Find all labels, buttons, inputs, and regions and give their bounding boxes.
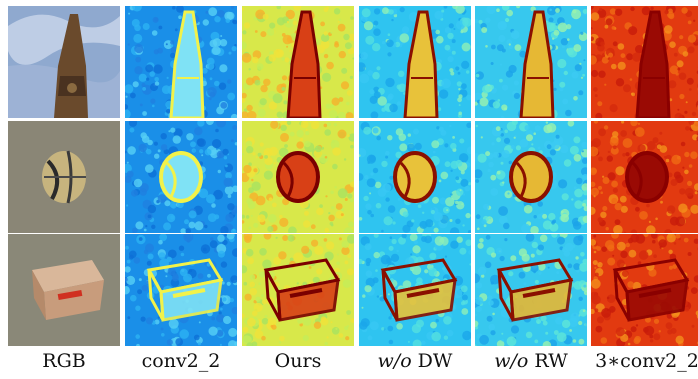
tile-image	[125, 234, 237, 346]
tile-tower-rgb	[8, 6, 120, 118]
tile-image	[475, 234, 587, 346]
tile-image	[591, 234, 698, 346]
tile-box-wodw	[359, 234, 471, 346]
tile-image	[8, 6, 120, 118]
tile-image	[125, 6, 237, 118]
tile-box-worw	[475, 234, 587, 346]
tile-ball-wodw	[359, 121, 471, 233]
tile-image	[591, 121, 698, 233]
tile-image	[359, 121, 471, 233]
column-label-rgb: RGB	[42, 350, 86, 372]
tile-tower-worw	[475, 6, 587, 118]
tile-ball-rgb	[8, 121, 120, 233]
column-label-conv22x3: 3∗conv2_2	[595, 350, 698, 372]
column-label-conv22: conv2_2	[141, 350, 221, 372]
column-label-ours: Ours	[274, 350, 322, 372]
tile-tower-conv22x3	[591, 6, 698, 118]
tile-image	[591, 6, 698, 118]
tile-image	[125, 121, 237, 233]
tile-image	[242, 6, 354, 118]
tile-ball-worw	[475, 121, 587, 233]
tile-box-ours	[242, 234, 354, 346]
tile-box-conv22x3	[591, 234, 698, 346]
tile-image	[475, 6, 587, 118]
tile-image	[8, 121, 120, 233]
column-label-wodw-rest: DW	[411, 350, 453, 372]
tile-image	[8, 234, 120, 346]
column-label-worw-em: w/o	[494, 350, 529, 372]
tile-image	[359, 234, 471, 346]
tile-box-rgb	[8, 234, 120, 346]
tile-image	[475, 121, 587, 233]
tile-ball-conv22	[125, 121, 237, 233]
tile-tower-wodw	[359, 6, 471, 118]
tile-box-conv22	[125, 234, 237, 346]
column-label-wodw: w/o DW	[359, 350, 471, 372]
tile-image	[359, 6, 471, 118]
tile-ball-conv22x3	[591, 121, 698, 233]
tile-tower-conv22	[125, 6, 237, 118]
tile-tower-ours	[242, 6, 354, 118]
column-label-worw: w/o RW	[475, 350, 587, 372]
column-label-worw-rest: RW	[528, 350, 568, 372]
column-label-wodw-em: w/o	[377, 350, 412, 372]
tile-image	[242, 234, 354, 346]
tile-image	[242, 121, 354, 233]
tile-ball-ours	[242, 121, 354, 233]
